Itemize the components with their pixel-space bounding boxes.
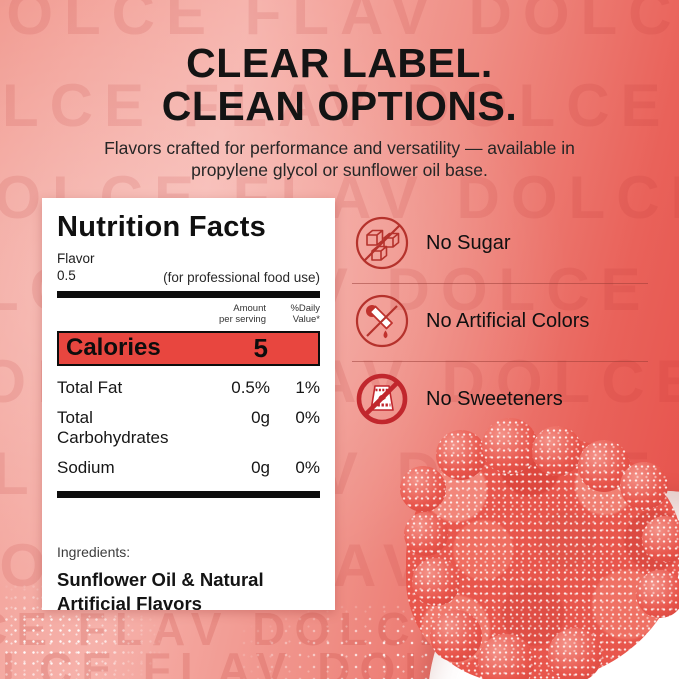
gummy-candy [482, 418, 538, 474]
thick-divider-bar [57, 490, 320, 498]
calories-value: 5 [253, 332, 268, 363]
no-sweeteners-icon [354, 371, 410, 427]
column-headers: Amount per serving %Daily Value* [57, 303, 320, 330]
title-line-1: CLEAR LABEL. [186, 40, 493, 86]
nutrition-facts-title: Nutrition Facts [57, 211, 267, 243]
gummy-candy [636, 570, 679, 618]
gummy-candy [642, 516, 679, 562]
gummy-candy [478, 634, 534, 679]
nutrient-name: Total Fat [57, 377, 123, 397]
serving-size-line-1: Flavor [57, 251, 95, 266]
subtitle-line-1: Flavors crafted for performance and vers… [104, 138, 575, 159]
title-line-2: CLEAN OPTIONS. [161, 83, 518, 130]
serving-row: Flavor 0.5 (for professional food use) [57, 251, 320, 285]
claim-no-sweeteners: No Sweeteners [352, 362, 648, 439]
gummy-candy [532, 426, 582, 476]
daily-value-header-line-2: Value* [292, 314, 320, 326]
gummy-candy [412, 558, 460, 606]
ingredients-section: Ingredients: Sunflower Oil & Natural Art… [57, 544, 320, 616]
serving-size-line-2: 0.5 [57, 267, 76, 283]
page-title: CLEAR LABEL. CLEAN OPTIONS. [0, 40, 679, 130]
nutrition-facts-panel: Nutrition Facts Flavor 0.5 (for professi… [42, 198, 335, 614]
nutrient-name: Total Carbohydrates [57, 407, 169, 447]
no-artificial-colors-icon [354, 293, 410, 349]
nutrient-amount: 0g [251, 457, 270, 477]
gummy-candy [436, 430, 486, 480]
serving-size: Flavor 0.5 [57, 251, 95, 285]
nutrient-daily-value: 1% [295, 377, 320, 397]
watermark-row: DOLCE FLAV DOLCE FLAV [0, 72, 679, 139]
daily-value-column-header: %Daily Value* [266, 303, 320, 326]
claim-no-sugar: No Sugar [352, 206, 648, 283]
nutrient-name: Sodium [57, 457, 115, 477]
claim-label: No Sweeteners [426, 387, 563, 410]
gummy-bowl-photo [373, 418, 679, 679]
headline-block: CLEAR LABEL. CLEAN OPTIONS. Flavors craf… [0, 40, 679, 182]
claims-divider [352, 361, 648, 362]
gummy-candy [620, 462, 668, 510]
gummy-candy [404, 512, 448, 556]
ingredients-value: Sunflower Oil & Natural Artificial Flavo… [57, 568, 264, 614]
claim-label: No Artificial Colors [426, 309, 590, 332]
nutrient-daily-value: 0% [295, 457, 320, 477]
amount-header-line-2: per serving [219, 314, 266, 326]
subtitle-line-2: propylene glycol or sunflower oil base. [191, 160, 488, 181]
nutrient-rows: Total Fat 0.5% 1% Total Carbohydrates 0g… [57, 378, 320, 478]
amount-header-line-1: Amount [233, 302, 266, 314]
daily-value-header-line-1: %Daily [290, 302, 320, 314]
claims-list: No Sugar No Artificial Colors [352, 206, 648, 439]
claim-no-artificial-colors: No Artificial Colors [352, 284, 648, 361]
claims-divider [352, 283, 648, 284]
subtitle: Flavors crafted for performance and vers… [0, 137, 679, 182]
thick-divider-bar [57, 290, 320, 298]
amount-column-header: Amount per serving [188, 303, 266, 326]
watermark-row: DOLCE FLAV DOLCE FLAV [0, 0, 679, 47]
serving-note: (for professional food use) [163, 269, 320, 285]
calories-highlight-bar: Calories 5 [57, 330, 320, 366]
calories-label: Calories [66, 334, 161, 362]
nutrient-daily-value: 0% [295, 407, 320, 427]
nutrient-amount: 0g [251, 407, 270, 427]
claim-label: No Sugar [426, 231, 511, 254]
gummy-candy [400, 466, 446, 512]
column-header-spacer [57, 303, 188, 326]
nutrient-amount: 0.5% [231, 377, 270, 397]
gummy-candy [548, 628, 602, 679]
no-sugar-icon [354, 215, 410, 271]
gummy-candy [430, 610, 482, 662]
ingredients-label: Ingredients: [57, 543, 131, 560]
